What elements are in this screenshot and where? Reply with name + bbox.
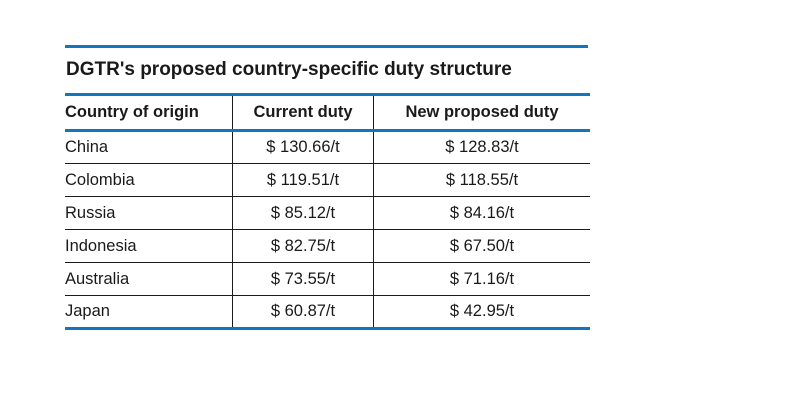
current-duty-cell: $ 130.66/t: [232, 130, 374, 164]
duty-table-graphic: DGTR's proposed country-specific duty st…: [65, 45, 590, 330]
country-cell: Colombia: [65, 170, 135, 189]
table-row: China $ 130.66/t $ 128.83/t: [65, 130, 590, 164]
table-row: Japan $ 60.87/t $ 42.95/t: [65, 295, 590, 329]
current-duty-cell: $ 82.75/t: [232, 229, 374, 263]
col-header-new-proposed-duty: New proposed duty: [373, 94, 590, 131]
new-proposed-duty-cell: $ 118.55/t: [373, 163, 590, 197]
top-rule: [65, 45, 588, 48]
country-cell: Indonesia: [65, 236, 137, 255]
country-cell: China: [65, 138, 109, 156]
new-proposed-duty-cell: $ 84.16/t: [373, 196, 590, 230]
col-header-country: Country of origin: [65, 103, 199, 121]
table-row: Russia $ 85.12/t $ 84.16/t: [65, 196, 590, 230]
header-row: Country of origin Current duty New propo…: [65, 94, 590, 131]
duty-table: Country of origin Current duty New propo…: [65, 93, 590, 330]
country-cell: Japan: [65, 302, 110, 320]
country-cell: Russia: [65, 203, 116, 222]
table-row: Colombia $ 119.51/t $ 118.55/t: [65, 163, 590, 197]
table-row: Australia $ 73.55/t $ 71.16/t: [65, 262, 590, 296]
current-duty-cell: $ 73.55/t: [232, 262, 374, 296]
new-proposed-duty-cell: $ 67.50/t: [373, 229, 590, 263]
current-duty-cell: $ 119.51/t: [232, 163, 374, 197]
new-proposed-duty-cell: $ 42.95/t: [373, 295, 590, 329]
country-cell: Australia: [65, 269, 130, 288]
current-duty-cell: $ 85.12/t: [232, 196, 374, 230]
current-duty-cell: $ 60.87/t: [232, 295, 374, 329]
new-proposed-duty-cell: $ 71.16/t: [373, 262, 590, 296]
table-row: Indonesia $ 82.75/t $ 67.50/t: [65, 229, 590, 263]
col-header-current-duty: Current duty: [232, 94, 374, 131]
graphic-title: DGTR's proposed country-specific duty st…: [66, 59, 512, 80]
new-proposed-duty-cell: $ 128.83/t: [373, 130, 590, 164]
